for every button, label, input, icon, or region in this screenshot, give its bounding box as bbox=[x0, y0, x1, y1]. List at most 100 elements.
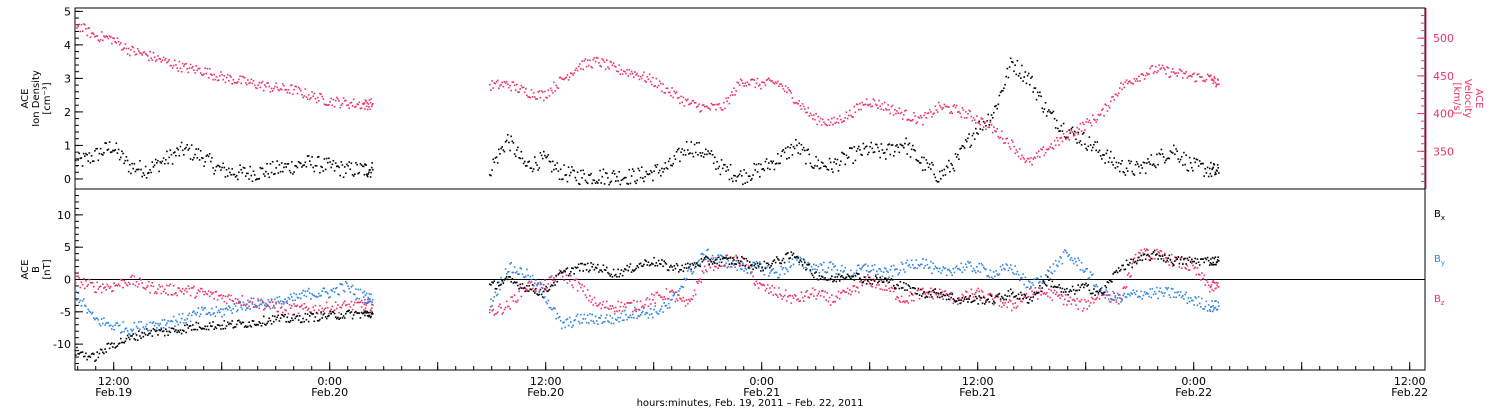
velocity-series-point bbox=[977, 122, 979, 124]
bx-series-point bbox=[743, 257, 745, 260]
by-series-point bbox=[637, 315, 640, 317]
bx-series-point bbox=[215, 327, 218, 330]
right-y-tick-label: 450 bbox=[1433, 70, 1454, 83]
velocity-series-point bbox=[1120, 82, 1122, 84]
ion-density-series-point bbox=[1102, 154, 1104, 156]
bz-series-point bbox=[757, 287, 760, 289]
bx-series-point bbox=[222, 328, 224, 330]
bx-series-point bbox=[502, 282, 505, 285]
by-series-point bbox=[588, 322, 590, 324]
by-series-point bbox=[1197, 296, 1200, 298]
velocity-series-point bbox=[817, 115, 820, 118]
ion-density-series-point bbox=[492, 158, 494, 161]
by-series-point bbox=[828, 261, 831, 264]
bx-series-point bbox=[997, 293, 1000, 296]
velocity-series-point bbox=[728, 102, 731, 105]
bx-series-point bbox=[564, 270, 566, 273]
bz-series-point bbox=[1017, 298, 1020, 300]
velocity-series-point bbox=[1112, 95, 1114, 98]
velocity-series-point bbox=[270, 87, 273, 90]
by-series-point bbox=[576, 313, 579, 316]
by-series-point bbox=[496, 293, 499, 296]
by-series-point bbox=[207, 311, 210, 314]
bx-series-point bbox=[1021, 294, 1023, 296]
velocity-series-point bbox=[999, 136, 1002, 139]
bz-series-point bbox=[1067, 300, 1069, 302]
ion-density-series-point bbox=[541, 157, 544, 160]
velocity-series-point bbox=[868, 104, 870, 107]
bx-series-point bbox=[370, 315, 372, 318]
ion-density-series-point bbox=[136, 168, 139, 171]
ion-density-series-point bbox=[331, 163, 334, 166]
ion-density-series-point bbox=[1058, 130, 1060, 133]
ion-density-series-point bbox=[175, 154, 177, 157]
bx-series-point bbox=[166, 330, 168, 333]
ion-density-series-point bbox=[1035, 98, 1038, 101]
bz-series-point bbox=[523, 290, 526, 293]
bz-series-point bbox=[361, 301, 364, 304]
bx-series-point bbox=[514, 281, 517, 284]
by-series-point bbox=[1214, 300, 1216, 302]
bx-series-point bbox=[322, 313, 325, 316]
by-series-point bbox=[208, 312, 211, 314]
ion-density-series-point bbox=[352, 175, 355, 177]
by-series-point bbox=[729, 266, 732, 268]
velocity-series-point bbox=[527, 96, 529, 98]
legend-letter: B bbox=[1434, 294, 1441, 305]
by-series-point bbox=[781, 268, 784, 271]
velocity-series-point bbox=[1017, 155, 1020, 158]
bz-series-point bbox=[157, 288, 159, 290]
by-series-point bbox=[550, 308, 553, 311]
by-series-point bbox=[1054, 259, 1057, 262]
velocity-series-point bbox=[1171, 68, 1174, 70]
ion-density-series-point bbox=[696, 142, 698, 144]
velocity-series-point bbox=[646, 75, 649, 78]
velocity-series-point bbox=[624, 70, 626, 73]
ion-density-series-point bbox=[937, 180, 940, 183]
by-series-point bbox=[955, 265, 958, 267]
bz-series-point bbox=[1012, 303, 1014, 305]
ion-density-series-point bbox=[752, 174, 754, 176]
bx-series-point bbox=[699, 265, 701, 268]
bz-series-point bbox=[224, 295, 227, 298]
bz-series-point bbox=[789, 294, 791, 297]
velocity-series-point bbox=[368, 106, 370, 108]
bx-series-point bbox=[916, 293, 919, 295]
velocity-series-point bbox=[118, 43, 121, 46]
bx-series-point bbox=[925, 295, 928, 298]
bx-series-point bbox=[683, 267, 686, 269]
bx-series-point bbox=[949, 293, 951, 295]
bx-series-point bbox=[680, 269, 682, 271]
by-series-point bbox=[607, 320, 609, 322]
ion-density-series-point bbox=[1060, 124, 1063, 127]
bx-series-point bbox=[946, 294, 949, 296]
velocity-series-point bbox=[1104, 103, 1106, 106]
by-series-point bbox=[278, 295, 281, 298]
velocity-series-point bbox=[532, 92, 535, 94]
by-series-point bbox=[932, 262, 934, 265]
velocity-series-point bbox=[370, 105, 373, 108]
bz-series-point bbox=[370, 307, 373, 309]
bx-series-point bbox=[250, 325, 253, 328]
by-series-point bbox=[869, 271, 871, 273]
ion-density-series-point bbox=[199, 150, 202, 152]
velocity-series-point bbox=[361, 103, 364, 105]
bz-series-point bbox=[822, 290, 824, 292]
velocity-series-point bbox=[550, 89, 553, 92]
velocity-series-point bbox=[234, 82, 237, 84]
bx-series-point bbox=[801, 264, 804, 266]
ion-density-series-point bbox=[104, 142, 106, 144]
bz-series-point bbox=[273, 305, 275, 308]
bx-series-point bbox=[495, 288, 498, 290]
ion-density-series-point bbox=[1131, 170, 1133, 173]
ion-density-series-point bbox=[691, 152, 694, 155]
bx-series-point bbox=[535, 287, 537, 290]
velocity-series-point bbox=[239, 75, 241, 78]
bx-series-point bbox=[896, 283, 898, 286]
bx-series-point bbox=[534, 292, 536, 294]
bz-series-point bbox=[1021, 300, 1023, 303]
ion-density-series-point bbox=[140, 168, 142, 171]
by-series-point bbox=[772, 268, 775, 270]
ion-density-series-point bbox=[195, 148, 197, 150]
by-series-point bbox=[88, 310, 91, 312]
